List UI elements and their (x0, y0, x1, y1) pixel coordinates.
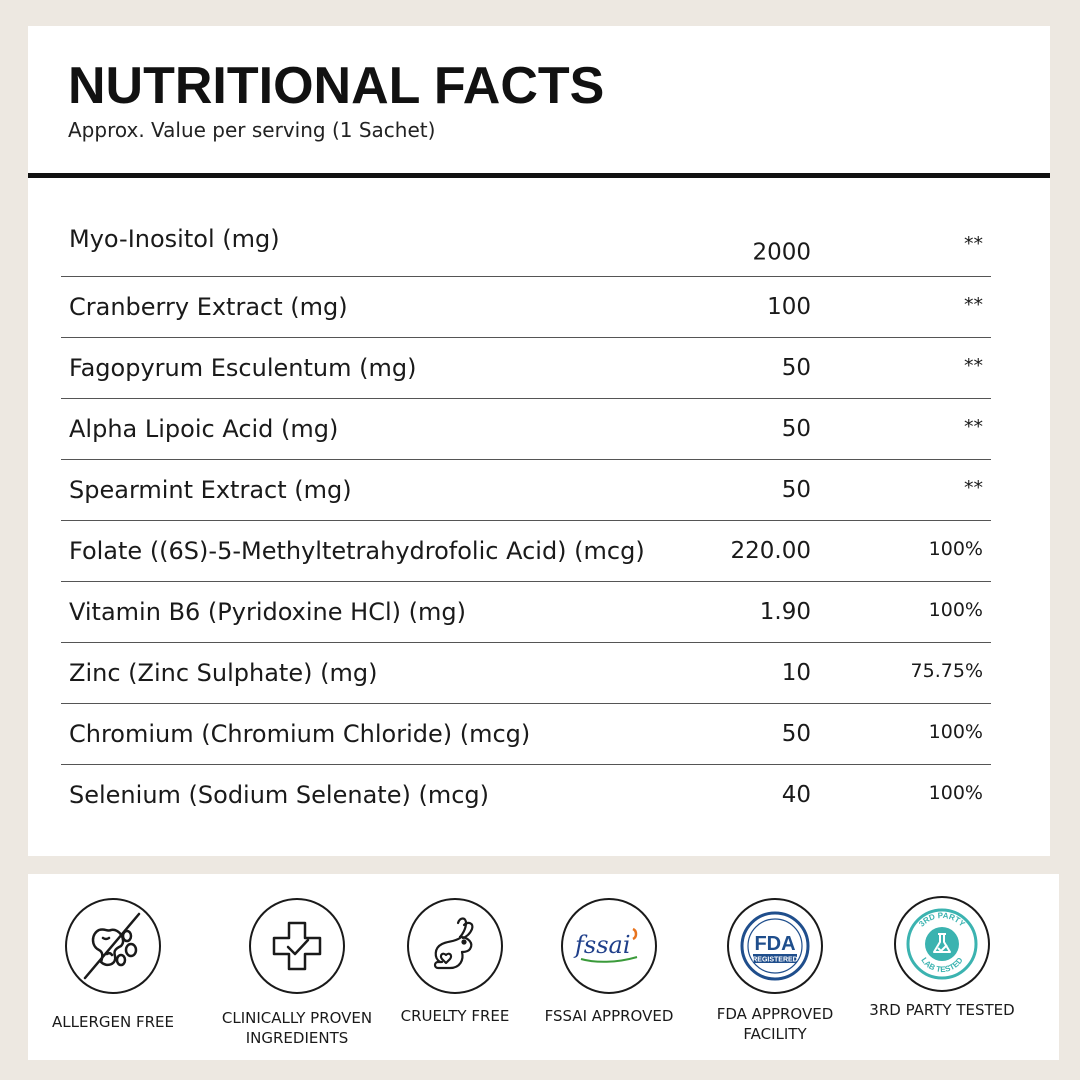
badge-allergen-free: ALLERGEN FREE (28, 898, 198, 1032)
nutrient-name: Cranberry Extract (mg) (69, 293, 348, 321)
table-row: Cranberry Extract (mg) 100 ** (61, 277, 991, 338)
nutrient-daily-value: ** (964, 415, 983, 438)
badge-label: CLINICALLY PROVEN INGREDIENTS (221, 1009, 373, 1047)
nutrient-name: Vitamin B6 (Pyridoxine HCl) (mg) (69, 598, 466, 626)
nutrient-amount: 50 (781, 477, 811, 503)
nutrient-amount: 50 (781, 416, 811, 442)
header-divider (28, 173, 1050, 178)
badge-third-party-tested: 3RD PARTY LAB TESTED 3RD PARTY TESTED (857, 896, 1027, 1020)
serving-info: Approx. Value per serving (1 Sachet) (68, 118, 436, 142)
nutrient-daily-value: 100% (928, 537, 983, 560)
nutrient-name: Zinc (Zinc Sulphate) (mg) (69, 659, 378, 687)
svg-text:fssai: fssai (573, 931, 631, 959)
svg-text:FDA: FDA (754, 933, 795, 955)
nutrient-daily-value: ** (964, 293, 983, 316)
badge-label: 3RD PARTY TESTED (869, 1001, 1015, 1019)
badge-label: FSSAI APPROVED (544, 1007, 674, 1025)
nutrient-amount: 220.00 (730, 538, 811, 564)
fda-registered-icon: FDA REGISTERED (727, 898, 823, 994)
nutrient-daily-value: ** (964, 476, 983, 499)
badge-fssai-approved: fssai FSSAI APPROVED (524, 898, 694, 1026)
table-row: Chromium (Chromium Chloride) (mcg) 50 10… (61, 704, 991, 765)
badge-fda-approved: FDA REGISTERED FDA APPROVED FACILITY (690, 898, 860, 1044)
table-row: Folate ((6S)-5-Methyltetrahydrofolic Aci… (61, 521, 991, 582)
nutrient-amount: 100 (767, 294, 811, 320)
badge-label: CRUELTY FREE (400, 1007, 510, 1025)
nutrient-table: Myo-Inositol (mg) 2000 ** Cranberry Extr… (61, 216, 991, 825)
nutrient-amount: 40 (781, 782, 811, 808)
nutrient-name: Folate ((6S)-5-Methyltetrahydrofolic Aci… (69, 537, 645, 565)
table-row: Fagopyrum Esculentum (mg) 50 ** (61, 338, 991, 399)
table-row: Alpha Lipoic Acid (mg) 50 ** (61, 399, 991, 460)
page-title: NUTRITIONAL FACTS (68, 57, 605, 115)
nutrient-amount: 10 (781, 660, 811, 686)
fssai-logo-icon: fssai (561, 898, 657, 994)
nutrient-amount: 50 (781, 355, 811, 381)
table-row: Spearmint Extract (mg) 50 ** (61, 460, 991, 521)
nutrient-amount: 1.90 (759, 599, 811, 625)
badge-label: FDA APPROVED FACILITY (716, 1005, 834, 1043)
nutrient-daily-value: 100% (928, 598, 983, 621)
table-row: Selenium (Sodium Selenate) (mcg) 40 100% (61, 765, 991, 825)
nutrient-name: Myo-Inositol (mg) (69, 225, 280, 253)
nutrient-daily-value: ** (964, 354, 983, 377)
allergen-free-icon (65, 898, 161, 994)
badge-label: ALLERGEN FREE (52, 1013, 174, 1031)
clinically-proven-icon (249, 898, 345, 994)
third-party-tested-icon: 3RD PARTY LAB TESTED (894, 896, 990, 992)
certification-badges-panel: ALLERGEN FREE CLINICALLY PROVEN INGREDIE… (28, 874, 1059, 1060)
nutrient-name: Fagopyrum Esculentum (mg) (69, 354, 417, 382)
nutrient-name: Selenium (Sodium Selenate) (mcg) (69, 781, 489, 809)
nutrient-daily-value: 75.75% (910, 659, 983, 682)
svg-text:REGISTERED: REGISTERED (752, 957, 798, 964)
table-row: Myo-Inositol (mg) 2000 ** (61, 216, 991, 277)
nutrient-daily-value: ** (964, 232, 983, 255)
table-row: Vitamin B6 (Pyridoxine HCl) (mg) 1.90 10… (61, 582, 991, 643)
nutrient-daily-value: 100% (928, 720, 983, 743)
nutrient-name: Chromium (Chromium Chloride) (mcg) (69, 720, 531, 748)
nutrient-amount: 2000 (752, 239, 811, 266)
nutrient-amount: 50 (781, 721, 811, 747)
nutrient-name: Alpha Lipoic Acid (mg) (69, 415, 339, 443)
nutrient-name: Spearmint Extract (mg) (69, 476, 352, 504)
table-row: Zinc (Zinc Sulphate) (mg) 10 75.75% (61, 643, 991, 704)
badge-clinically-proven: CLINICALLY PROVEN INGREDIENTS (212, 898, 382, 1048)
nutrient-daily-value: 100% (928, 781, 983, 804)
cruelty-free-bunny-icon (407, 898, 503, 994)
badge-cruelty-free: CRUELTY FREE (370, 898, 540, 1026)
nutrition-facts-panel: NUTRITIONAL FACTS Approx. Value per serv… (28, 26, 1050, 856)
